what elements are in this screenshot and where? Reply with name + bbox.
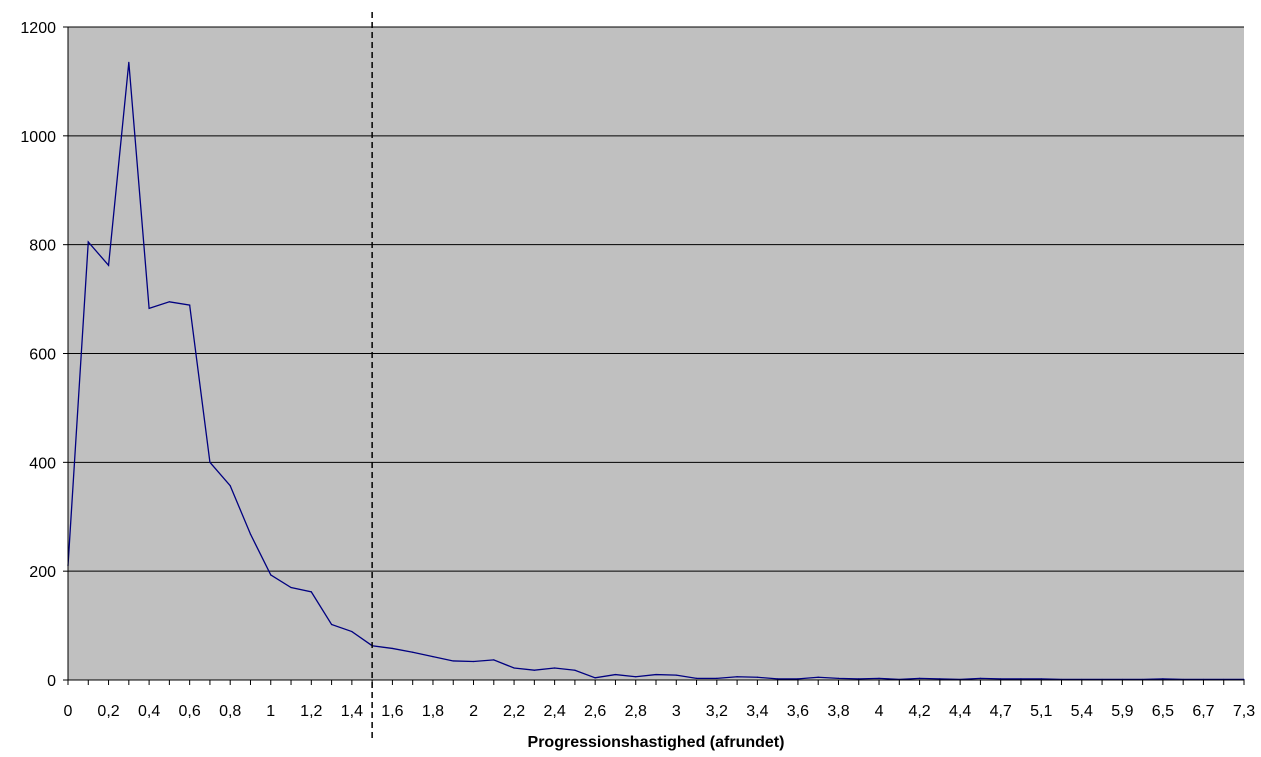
x-tick-label: 7,3	[1233, 703, 1255, 720]
data-point	[249, 533, 252, 535]
x-tick-label: 2	[469, 703, 478, 720]
x-tick-label: 2,4	[543, 703, 565, 720]
data-point	[168, 301, 170, 303]
data-point	[797, 678, 799, 680]
data-point	[817, 676, 819, 678]
data-point	[695, 677, 698, 679]
data-point	[432, 656, 434, 658]
data-point	[290, 586, 292, 589]
data-point	[391, 647, 394, 650]
x-tick-label: 4,7	[990, 703, 1012, 720]
data-point	[533, 669, 535, 671]
data-point	[635, 676, 637, 678]
data-point	[1020, 678, 1022, 680]
x-tick-label: 4,4	[949, 703, 971, 720]
data-point	[614, 673, 617, 676]
data-point	[148, 307, 150, 309]
x-tick-label: 0,8	[219, 703, 241, 720]
data-point	[756, 676, 758, 678]
data-point	[1162, 678, 1164, 680]
data-point	[229, 485, 231, 487]
data-point	[1000, 678, 1002, 680]
data-point	[837, 677, 840, 679]
y-tick-label: 200	[29, 564, 56, 581]
x-tick-label: 0,6	[179, 703, 201, 720]
y-tick-label: 600	[29, 347, 56, 364]
data-point	[513, 667, 515, 669]
data-point	[270, 574, 272, 576]
data-point	[736, 676, 738, 678]
data-point	[979, 677, 982, 679]
x-tick-label: 6,5	[1152, 703, 1174, 720]
data-point	[675, 674, 677, 676]
data-point	[594, 677, 596, 679]
data-point	[858, 678, 860, 680]
x-tick-label: 3,6	[787, 703, 809, 720]
x-tick-label: 5,4	[1071, 703, 1093, 720]
x-tick-label: 0,4	[138, 703, 160, 720]
y-tick-label: 800	[29, 238, 56, 255]
data-point	[878, 677, 880, 679]
x-tick-label: 5,1	[1030, 703, 1052, 720]
x-tick-label: 1	[266, 703, 275, 720]
gridlines	[68, 26, 1244, 572]
data-point	[128, 61, 130, 63]
data-point	[716, 677, 718, 679]
y-tick-label: 0	[47, 673, 56, 690]
data-point	[452, 660, 454, 662]
x-tick-label: 2,2	[503, 703, 525, 720]
y-tick-label: 400	[29, 455, 56, 472]
x-tick-label: 3,4	[746, 703, 768, 720]
x-tick-label: 1,8	[422, 703, 444, 720]
x-tick-label: 4	[875, 703, 884, 720]
x-tick-label: 0	[64, 703, 73, 720]
data-point	[107, 264, 110, 266]
x-tick-label: 0,2	[97, 703, 119, 720]
x-tick-label: 2,6	[584, 703, 606, 720]
x-tick-label: 4,2	[908, 703, 930, 720]
axes	[63, 26, 1245, 685]
x-tick-label: 1,6	[381, 703, 403, 720]
y-tick-labels: 0 200 400 600 800 1000 1200	[20, 20, 56, 690]
data-point	[351, 630, 353, 633]
data-point	[87, 241, 89, 243]
data-point	[777, 678, 779, 680]
data-point	[1040, 678, 1042, 680]
y-tick-label: 1000	[20, 129, 56, 146]
x-tick-label: 5,9	[1111, 703, 1133, 720]
x-tick-label: 6,7	[1192, 703, 1214, 720]
data-point	[189, 304, 191, 306]
x-tick-label: 3,2	[706, 703, 728, 720]
data-point	[310, 591, 312, 593]
data-point	[493, 659, 495, 661]
data-point	[655, 673, 657, 676]
data-point	[472, 660, 475, 663]
data-point	[939, 678, 941, 680]
x-axis-label: Progressionshastighed (afrundet)	[528, 734, 785, 751]
data-point	[330, 623, 333, 626]
x-tick-label: 2,8	[625, 703, 647, 720]
x-tick-label: 3	[672, 703, 681, 720]
y-tick-label: 1200	[20, 20, 56, 37]
data-point	[918, 677, 921, 679]
x-tick-labels: 0 0,2 0,4 0,6 0,8 1 1,2 1,4 1,6 1,8 2 2,2 2,4 2,6 2,8 3…	[64, 703, 1256, 720]
x-tick-label: 1,2	[300, 703, 322, 720]
data-point	[209, 461, 211, 463]
data-point	[574, 669, 576, 671]
x-tick-label: 3,8	[827, 703, 849, 720]
x-tick-label: 1,4	[341, 703, 363, 720]
data-point	[554, 667, 556, 669]
data-point	[412, 651, 414, 653]
